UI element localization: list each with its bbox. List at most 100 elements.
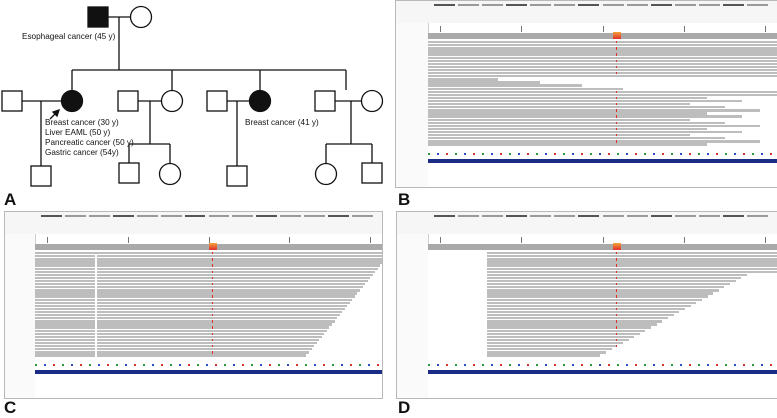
- aligned-read: [35, 276, 96, 280]
- aligned-read: [35, 279, 96, 283]
- aligned-read: [428, 78, 498, 81]
- proband-arrow-icon: [49, 108, 61, 120]
- variant-mismatch-mark: [211, 270, 213, 273]
- variant-mismatch-mark: [615, 295, 617, 298]
- cytoband-block: [530, 4, 552, 6]
- igv-data-panel: [428, 32, 777, 187]
- aligned-read: [97, 320, 335, 323]
- affected-female-proband-symbol: [60, 89, 84, 113]
- male-symbol: [117, 90, 139, 112]
- variant-mismatch-mark: [211, 351, 213, 354]
- variant-mismatch-mark: [615, 332, 617, 335]
- affected-female-symbol: [248, 89, 272, 113]
- igv-data-panel: [35, 243, 382, 398]
- ruler-tick: [208, 237, 210, 243]
- aligned-read: [428, 96, 708, 100]
- aligned-read: [487, 261, 777, 264]
- aligned-read: [35, 351, 96, 354]
- variant-mismatch-mark: [615, 41, 617, 44]
- aligned-read: [428, 41, 777, 44]
- cytoband-block: [506, 4, 528, 6]
- cytoband-block: [304, 215, 326, 217]
- aligned-read: [97, 307, 345, 311]
- variant-mismatch-mark: [615, 109, 617, 112]
- variant-mismatch-mark: [211, 314, 213, 317]
- aligned-read: [428, 103, 690, 106]
- aligned-read: [35, 320, 96, 323]
- aligned-read: [35, 264, 96, 267]
- aligned-read: [487, 354, 601, 357]
- aligned-read: [487, 292, 714, 295]
- aligned-read: [35, 267, 96, 270]
- cytoband-block: [208, 215, 230, 217]
- variant-mismatch-mark: [615, 283, 617, 286]
- cytoband-block: [722, 4, 744, 6]
- aligned-read: [428, 106, 725, 109]
- variant-coverage-marker: [208, 243, 217, 250]
- aligned-read: [35, 283, 96, 286]
- aligned-read: [428, 53, 777, 56]
- panel-label-a: A: [4, 190, 17, 209]
- variant-mismatch-mark: [615, 264, 617, 267]
- aligned-read: [97, 255, 382, 258]
- variant-coverage-marker: [612, 32, 621, 39]
- variant-mismatch-mark: [615, 53, 617, 56]
- variant-mismatch-mark: [211, 338, 213, 342]
- gene-track: [428, 159, 777, 163]
- variant-mismatch-mark: [211, 320, 213, 323]
- cytoband-block: [160, 215, 182, 217]
- affected-male-symbol: [87, 6, 109, 28]
- aligned-read: [487, 270, 777, 273]
- aligned-read: [428, 81, 540, 84]
- igv-track-panel: [5, 234, 36, 398]
- male-symbol: [118, 162, 140, 184]
- male-symbol: [1, 90, 23, 112]
- cytoband-block: [578, 215, 600, 217]
- aligned-read: [487, 255, 777, 258]
- cytoband-block: [88, 215, 110, 217]
- ruler-tick: [521, 26, 523, 32]
- aligned-read: [487, 252, 777, 255]
- aligned-read: [428, 112, 708, 115]
- panel-label-d: D: [398, 398, 411, 417]
- variant-mismatch-mark: [615, 59, 617, 62]
- variant-mismatch-mark: [615, 314, 617, 317]
- cytoband-block: [184, 215, 206, 217]
- ruler-tick: [683, 237, 685, 243]
- variant-mismatch-mark: [615, 103, 617, 106]
- igv-alignment-view-c: [4, 211, 383, 399]
- sister-phenotype-label: Breast cancer (41 y): [245, 118, 319, 127]
- proband-phenotype-label-3: Pancreatic cancer (50 y): [45, 138, 134, 147]
- aligned-read: [97, 295, 355, 298]
- igv-track-panel: [396, 23, 429, 187]
- ruler-tick: [440, 26, 441, 32]
- aligned-read: [35, 354, 96, 357]
- cytoband-block: [458, 215, 480, 217]
- cytoband-block: [626, 215, 648, 217]
- aligned-read: [35, 304, 96, 308]
- ruler-tick: [370, 237, 371, 243]
- cytoband-block: [578, 4, 600, 6]
- variant-mismatch-mark: [211, 289, 213, 292]
- cytoband-block: [482, 215, 504, 217]
- aligned-read: [487, 332, 640, 335]
- proband-phenotype-label-1: Breast cancer (30 y): [45, 118, 119, 127]
- cytoband-block: [698, 215, 720, 217]
- variant-coverage-marker: [612, 243, 621, 250]
- variant-mismatch-mark: [615, 47, 617, 50]
- aligned-read: [428, 137, 725, 140]
- ruler-tick: [683, 26, 685, 32]
- ruler-tick: [440, 237, 441, 243]
- variant-mismatch-mark: [211, 252, 213, 255]
- father-phenotype-label: Esophageal cancer (45 y): [22, 32, 116, 41]
- aligned-read: [487, 348, 612, 351]
- variant-mismatch-mark: [211, 264, 213, 267]
- cytoband-block: [746, 4, 768, 6]
- aligned-read: [487, 326, 652, 329]
- cytoband-block: [530, 215, 552, 217]
- aligned-read: [428, 50, 777, 53]
- aligned-read: [97, 345, 315, 348]
- aligned-read: [428, 99, 743, 103]
- aligned-read: [97, 264, 381, 267]
- cytoband-block: [674, 215, 696, 217]
